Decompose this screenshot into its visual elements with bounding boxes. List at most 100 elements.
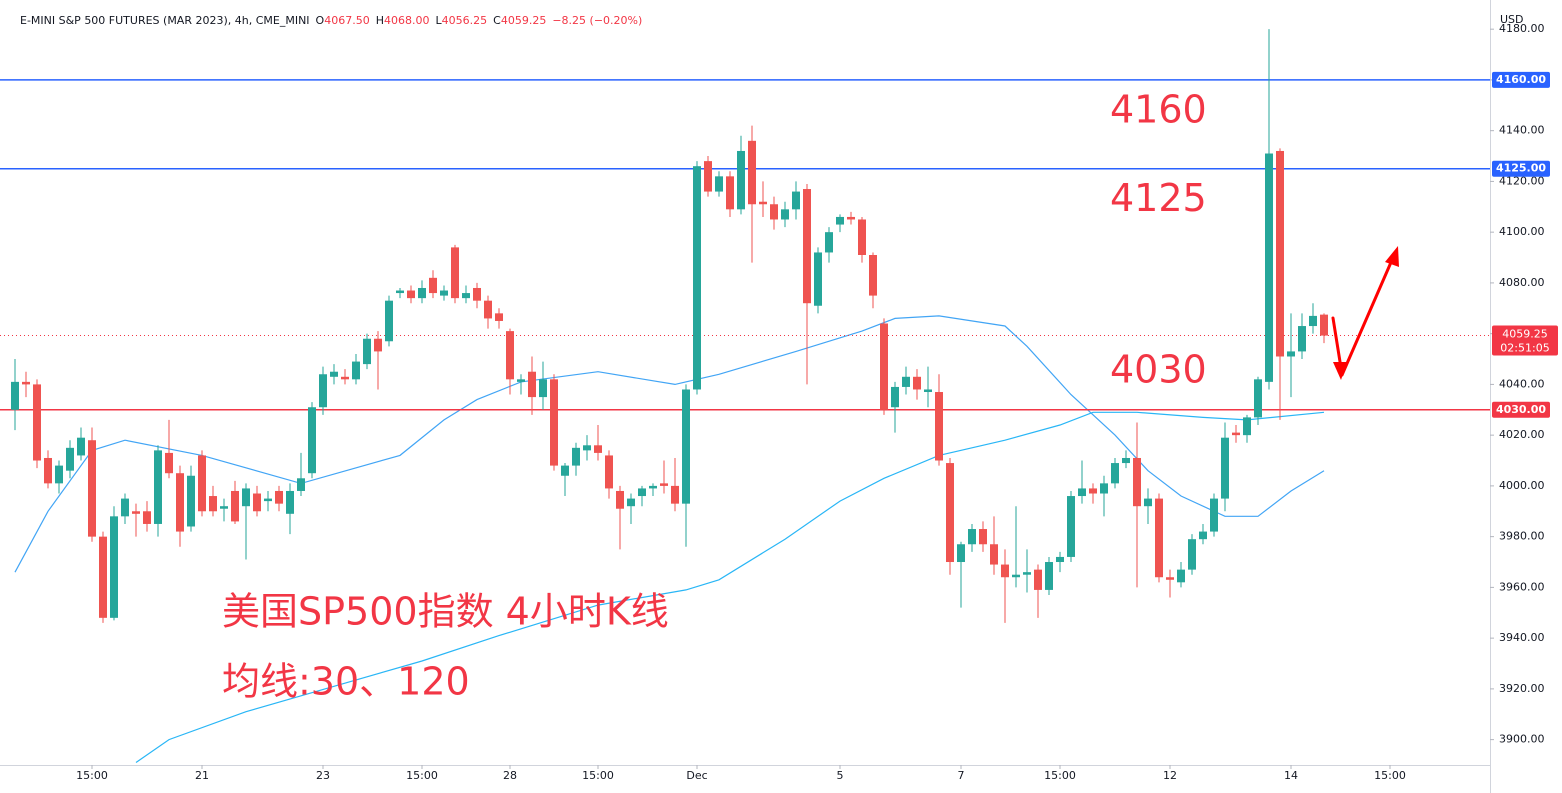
candle-body [539,379,547,398]
candle-body [286,490,294,514]
candle-body [1133,457,1141,507]
candle-body [66,447,74,471]
level-axis-box [1492,71,1550,88]
x-tick-label: 12 [1163,769,1177,782]
x-tick-label: 14 [1284,769,1298,782]
y-tick-label: 4180.00 [1499,22,1545,35]
candle-body [110,516,118,618]
candle-body [11,381,19,410]
ohlc-label: C [493,14,501,27]
level-annotation: 4160 [1110,87,1207,131]
candle-body [1254,379,1262,418]
candle-body [924,389,932,393]
candle-body [847,216,855,220]
candle-body [473,287,481,301]
candle-body [594,445,602,453]
candle-body [781,209,789,220]
y-tick-label: 4000.00 [1499,479,1545,492]
candle-body [671,485,679,504]
level-axis-label: 4125.00 [1496,162,1546,175]
candle-body [1078,488,1086,497]
candle-body [396,290,404,294]
candle-body [264,498,272,502]
candle-body [858,219,866,255]
x-tick-label: 28 [503,769,517,782]
candle-body [1177,569,1185,583]
candle-body [1287,351,1295,357]
arrow-head [1385,246,1399,267]
x-tick-label: 15:00 [76,769,108,782]
candle-body [440,290,448,296]
candle-body [154,450,162,524]
last-price-countdown: 02:51:05 [1500,342,1549,355]
candle-body [748,140,756,205]
y-tick-label: 4020.00 [1499,428,1545,441]
y-tick-label: 3980.00 [1499,530,1545,543]
header-change: −8.25 (−0.20%) [552,14,642,27]
candle-body [660,483,668,486]
candle-body [891,386,899,408]
candle-body [572,447,580,466]
candle-body [583,445,591,451]
candle-body [33,384,41,461]
candle-body [429,277,437,294]
x-tick-label: 15:00 [1044,769,1076,782]
candle-body [198,455,206,512]
candle-body [1144,498,1152,507]
x-tick-label: 21 [195,769,209,782]
y-tick-label: 4140.00 [1499,124,1545,137]
ohlc-value: 4068.00 [384,14,430,27]
level-axis-label: 4030.00 [1496,403,1546,416]
candle-body [1243,417,1251,436]
candle-body [682,389,690,504]
candle-body [495,313,503,321]
x-tick-label: 15:00 [1374,769,1406,782]
candle-body [407,290,415,299]
candle-body [132,511,140,514]
ohlc-label: O [316,14,325,27]
y-tick-label: 3920.00 [1499,682,1545,695]
candle-body [242,488,250,507]
candle-body [1012,574,1020,578]
candle-body [44,457,52,484]
candle-body [352,361,360,380]
chart-annotation: 均线:30、120 [222,660,470,704]
candle-body [99,536,107,618]
candle-body [143,511,151,524]
candle-body [550,379,558,466]
candle-body [1034,569,1042,590]
candle-body [77,437,85,456]
candle-body [22,381,30,385]
candle-body [935,392,943,461]
candle-body [913,376,921,390]
last-price-label: 4059.25 [1502,328,1548,341]
y-tick-label: 4040.00 [1499,377,1545,390]
level-axis-box [1492,160,1550,177]
candle-body [385,300,393,342]
ohlc-value: 4067.50 [324,14,370,27]
candle-body [297,478,305,491]
header: E-MINI S&P 500 FUTURES (MAR 2023), 4h, C… [20,14,642,27]
candle-body [528,371,536,398]
candle-body [726,176,734,210]
candle-body [605,455,613,489]
level-annotation: 4030 [1110,347,1207,391]
candle-body [1100,483,1108,494]
candle-body [869,255,877,296]
candle-body [1089,488,1097,494]
candle-body [1276,150,1284,357]
candle-body [484,300,492,319]
candle-body [1298,326,1306,352]
candle-body [1155,498,1163,578]
candle-body [88,440,96,537]
candle-body [330,371,338,377]
candle-body [1232,432,1240,436]
arrow-head [1333,362,1347,380]
candle-body [1001,564,1009,578]
candle-body [374,338,382,352]
ohlc-label: L [436,14,443,27]
y-tick-label: 4080.00 [1499,276,1545,289]
level-axis-box [1492,401,1550,418]
